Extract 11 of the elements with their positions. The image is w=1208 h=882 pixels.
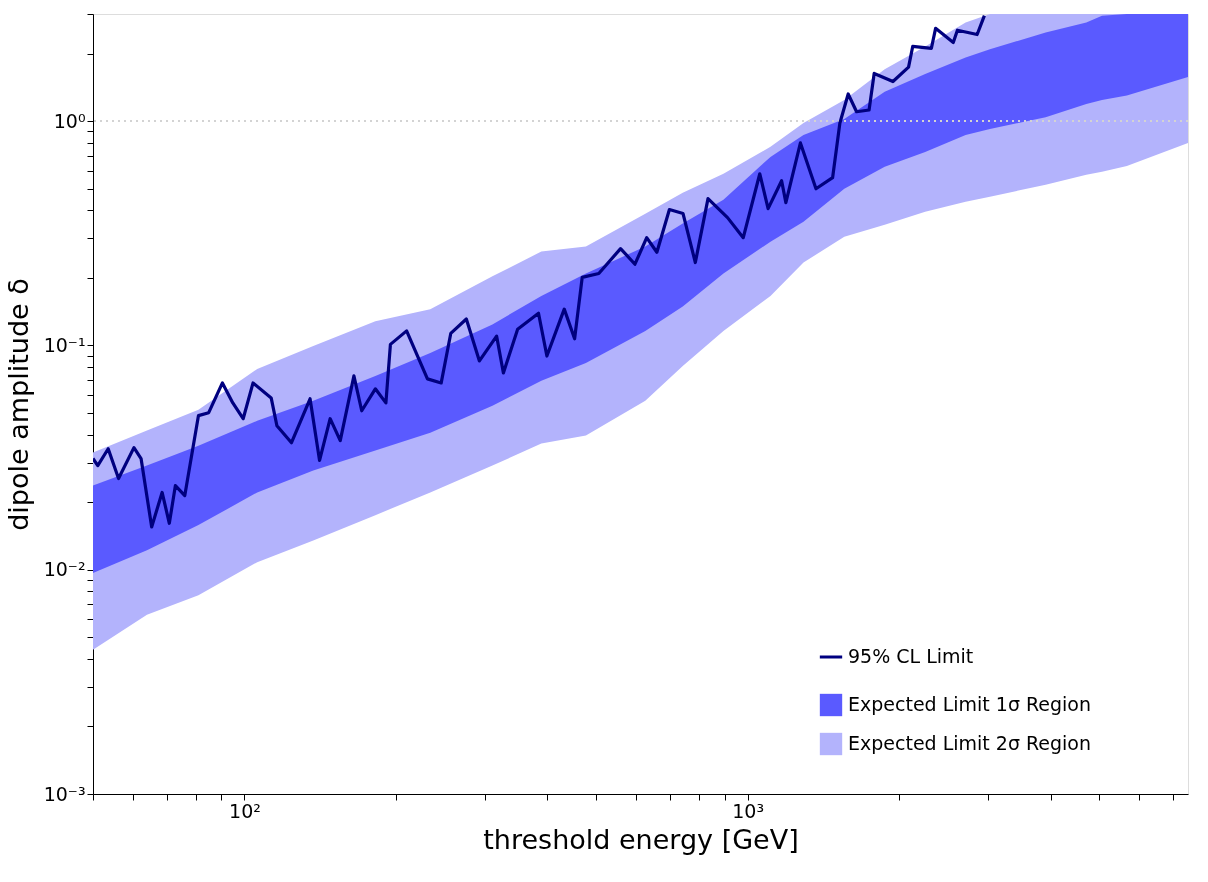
x-tick-label: 10²: [229, 799, 261, 822]
x-axis-title: threshold energy [GeV]: [483, 823, 799, 855]
legend-label: Expected Limit 1σ Region: [848, 693, 1092, 715]
y-tick-label: 10⁻¹: [43, 333, 86, 356]
y-tick-label: 10⁻³: [43, 782, 86, 805]
y-axis-title: dipole amplitude δ: [2, 278, 34, 531]
y-tick-label: 10⁻²: [43, 558, 86, 581]
x-tick-label: 10³: [732, 799, 765, 822]
legend-label: Expected Limit 2σ Region: [848, 732, 1092, 754]
y-tick-label: 10⁰: [53, 109, 86, 132]
legend-label: 95% CL Limit: [848, 645, 974, 667]
